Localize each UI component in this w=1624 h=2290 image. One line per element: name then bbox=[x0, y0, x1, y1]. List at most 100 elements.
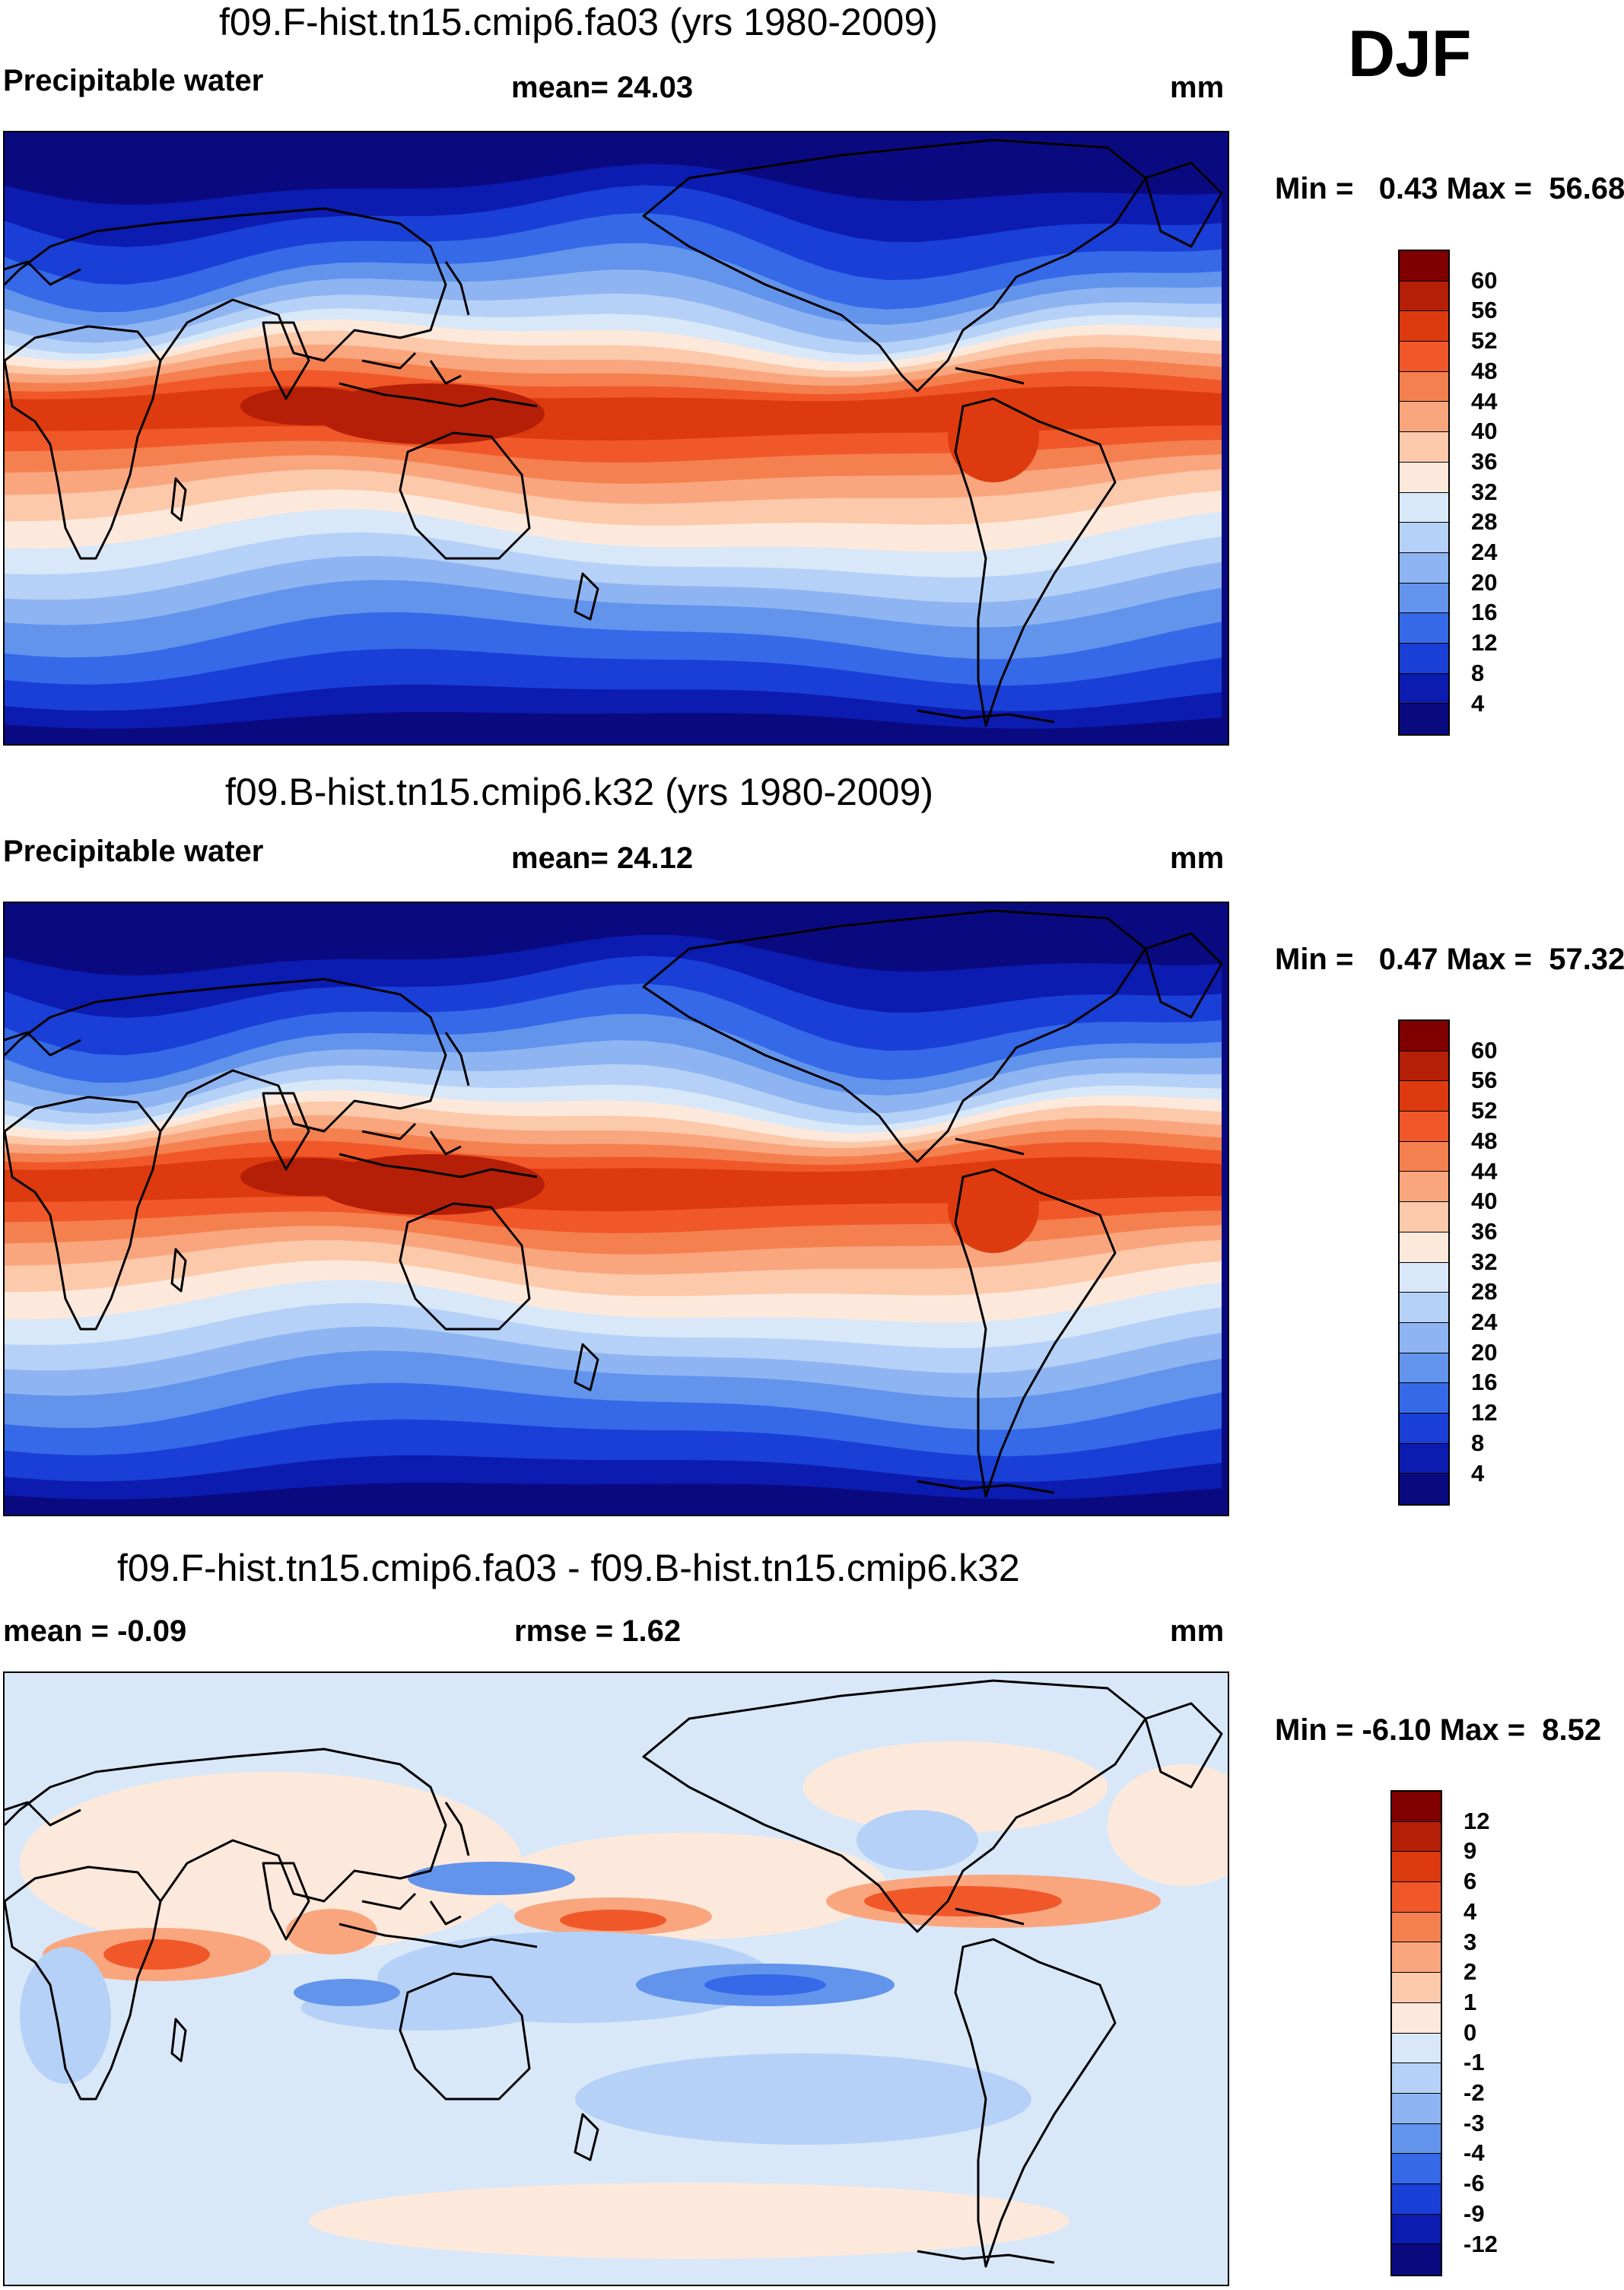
coastline bbox=[338, 1153, 538, 1178]
coastline bbox=[955, 1907, 1025, 1926]
colorbar-tick-label: 4 bbox=[1471, 689, 1485, 717]
colorbar-tick-label: 44 bbox=[1471, 387, 1498, 415]
colorbar-tick-label: 6 bbox=[1464, 1868, 1477, 1895]
coastline bbox=[399, 431, 531, 560]
contour-anomaly bbox=[309, 2183, 1069, 2259]
colorbar-swatch bbox=[1400, 1353, 1448, 1384]
panel-1-max-text: Max = bbox=[1446, 172, 1532, 205]
coastline bbox=[917, 2250, 1055, 2264]
colorbar-swatch bbox=[1400, 1413, 1448, 1444]
coastline bbox=[642, 909, 1147, 1163]
colorbar-tick-label: -1 bbox=[1464, 2049, 1485, 2076]
colorbar-swatch bbox=[1400, 1112, 1448, 1142]
contour-anomaly bbox=[704, 1974, 826, 1996]
panel-3-min-text: Min = bbox=[1275, 1713, 1354, 1747]
colorbar-swatch bbox=[1400, 552, 1448, 584]
colorbar-swatch bbox=[1400, 1474, 1448, 1504]
coastline bbox=[361, 1892, 417, 1910]
coastline bbox=[1144, 1702, 1223, 1789]
coastline bbox=[5, 1748, 447, 1903]
panel-3-colorbar bbox=[1390, 1790, 1442, 2277]
panel-1-max-value: 56.68 bbox=[1549, 172, 1624, 205]
colorbar-swatch bbox=[1392, 1821, 1441, 1853]
coastline bbox=[955, 1137, 1025, 1156]
contour-maximum bbox=[948, 1162, 1039, 1253]
coastline bbox=[170, 2018, 187, 2063]
panel-1-variable-label: Precipitable water bbox=[3, 64, 264, 97]
precipitable-water-field bbox=[5, 903, 1228, 1515]
coastline-group bbox=[5, 138, 1223, 727]
coastline bbox=[954, 397, 1117, 727]
colorbar-swatch bbox=[1400, 643, 1448, 674]
coastline bbox=[429, 360, 462, 385]
colorbar-swatch bbox=[1392, 1882, 1441, 1913]
contour-anomaly bbox=[408, 1862, 575, 1895]
contour-anomaly bbox=[864, 1886, 1062, 1916]
colorbar-tick-label: 60 bbox=[1471, 266, 1498, 294]
colorbar-swatch bbox=[1392, 2214, 1441, 2245]
colorbar-swatch bbox=[1392, 2033, 1441, 2064]
coastline bbox=[954, 1938, 1117, 2268]
colorbar-swatch bbox=[1392, 2123, 1441, 2155]
panel-2-min-max: Min = 0.47 Max = 57.32 bbox=[1275, 943, 1624, 977]
panel-3-map bbox=[3, 1671, 1229, 2286]
colorbar-tick-label: 3 bbox=[1464, 1928, 1477, 1955]
coastline bbox=[170, 477, 187, 522]
colorbar-tick-label: 28 bbox=[1471, 508, 1498, 536]
coastline bbox=[5, 325, 162, 560]
precipitable-water-field bbox=[5, 132, 1228, 744]
colorbar-swatch bbox=[1400, 251, 1448, 281]
colorbar-tick-label: 20 bbox=[1471, 1338, 1498, 1366]
coastline bbox=[955, 367, 1025, 385]
colorbar-swatch bbox=[1392, 2063, 1441, 2094]
panel-1-mean-label: mean= 24.03 bbox=[511, 71, 694, 104]
panel-2-colorbar bbox=[1398, 1019, 1450, 1506]
colorbar-swatch bbox=[1400, 1262, 1448, 1293]
colorbar-swatch bbox=[1392, 2093, 1441, 2124]
colorbar-swatch bbox=[1400, 613, 1448, 644]
panel-2-mean-label: mean= 24.12 bbox=[511, 841, 694, 875]
colorbar-tick-label: 24 bbox=[1471, 1309, 1498, 1335]
coastline bbox=[5, 1031, 81, 1057]
coastline bbox=[954, 1168, 1117, 1498]
contour-maximum bbox=[240, 1158, 377, 1196]
panel-1-min-value: 0.43 bbox=[1378, 172, 1438, 205]
colorbar-swatch bbox=[1400, 1172, 1448, 1203]
colorbar-swatch bbox=[1400, 583, 1448, 614]
coastline bbox=[5, 207, 447, 362]
colorbar-tick-label: 4 bbox=[1471, 1459, 1485, 1487]
coastline bbox=[642, 138, 1147, 393]
colorbar-tick-label: -6 bbox=[1464, 2170, 1485, 2197]
contour-anomaly bbox=[1108, 1764, 1228, 1886]
contour-anomaly bbox=[20, 1947, 111, 2084]
colorbar-swatch bbox=[1392, 2183, 1441, 2215]
panel-1-min-max: Min = 0.43 Max = 56.68 bbox=[1275, 172, 1624, 206]
colorbar-swatch bbox=[1400, 462, 1448, 493]
coastline bbox=[574, 1343, 599, 1391]
coastline bbox=[5, 260, 81, 286]
colorbar-tick-label: 48 bbox=[1471, 357, 1498, 384]
colorbar-swatch bbox=[1400, 1051, 1448, 1082]
panel-2-map bbox=[3, 902, 1229, 1516]
colorbar-tick-label: 56 bbox=[1471, 1067, 1498, 1094]
colorbar-swatch bbox=[1400, 523, 1448, 553]
colorbar-tick-label: -9 bbox=[1464, 2199, 1485, 2227]
colorbar-swatch bbox=[1392, 2002, 1441, 2034]
panel-3-rmse-label: rmse = 1.62 bbox=[514, 1614, 682, 1648]
colorbar-swatch bbox=[1400, 281, 1448, 312]
panel-2-min-value: 0.47 bbox=[1378, 943, 1438, 976]
panel-3-max-text: Max = bbox=[1439, 1713, 1526, 1747]
colorbar-swatch bbox=[1400, 704, 1448, 734]
panel-1-map bbox=[3, 131, 1229, 746]
colorbar-tick-label: -4 bbox=[1464, 2139, 1485, 2167]
colorbar-swatch bbox=[1400, 311, 1448, 342]
colorbar-swatch bbox=[1400, 1443, 1448, 1474]
colorbar-swatch bbox=[1400, 432, 1448, 463]
colorbar-tick-label: 36 bbox=[1471, 1217, 1498, 1245]
colorbar-tick-label: 28 bbox=[1471, 1278, 1498, 1306]
panel-3-mean-label: mean = -0.09 bbox=[3, 1614, 187, 1648]
colorbar-swatch bbox=[1400, 1202, 1448, 1232]
contour-anomaly bbox=[103, 1939, 210, 1970]
colorbar-tick-label: 12 bbox=[1471, 629, 1498, 657]
colorbar-swatch bbox=[1400, 342, 1448, 372]
